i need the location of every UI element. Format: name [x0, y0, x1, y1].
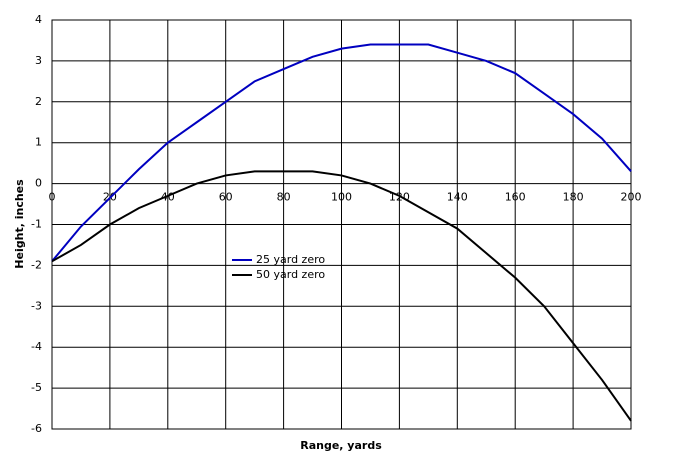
- x-tick-label: 60: [219, 191, 233, 204]
- x-tick-label: 160: [505, 191, 526, 204]
- x-tick-label: 0: [49, 191, 56, 204]
- y-tick-label: -1: [31, 218, 42, 231]
- y-tick-label: 2: [35, 95, 42, 108]
- y-tick-label: -5: [31, 381, 42, 394]
- legend-label: 25 yard zero: [256, 253, 325, 266]
- x-axis-label: Range, yards: [300, 439, 382, 452]
- x-tick-label: 180: [563, 191, 584, 204]
- y-tick-label: -3: [31, 299, 42, 312]
- y-tick-label: 4: [35, 13, 42, 26]
- data-line: [51, 43, 632, 262]
- y-tick-label: 3: [35, 54, 42, 67]
- y-tick-label: 1: [35, 136, 42, 149]
- y-tick-label: 0: [35, 177, 42, 190]
- y-axis-label: Height, inches: [13, 179, 26, 269]
- legend-label: 50 yard zero: [256, 268, 325, 281]
- x-tick-label: 100: [331, 191, 352, 204]
- y-tick-label: -2: [31, 258, 42, 271]
- y-tick-label: -6: [31, 422, 42, 435]
- y-tick-label: -4: [31, 340, 42, 353]
- x-tick-label: 200: [621, 191, 642, 204]
- data-line: [51, 170, 632, 422]
- x-tick-label: 140: [447, 191, 468, 204]
- x-tick-label: 80: [277, 191, 291, 204]
